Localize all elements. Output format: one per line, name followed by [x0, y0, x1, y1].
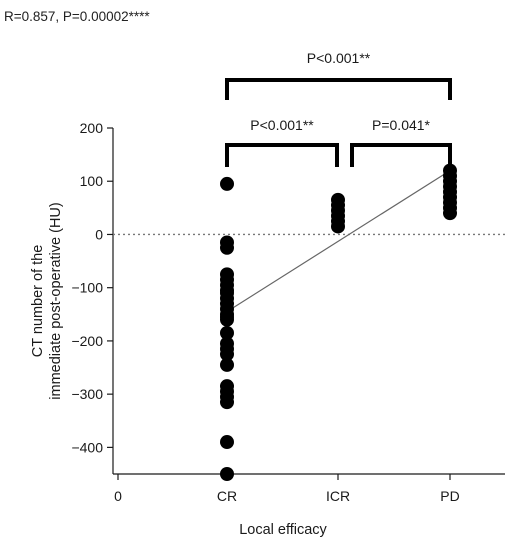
data-point-cr — [220, 435, 234, 450]
regression-line — [226, 170, 451, 313]
y-tick-label: −100 — [71, 280, 103, 296]
correlation-stat-text: R=0.857, P=0.00002**** — [4, 9, 150, 24]
y-tick-label: −200 — [71, 333, 103, 349]
data-point-cr — [220, 395, 234, 410]
y-tick-label: 100 — [80, 173, 104, 189]
x-axis-label: Local efficacy — [239, 522, 327, 538]
y-tick-label: −400 — [71, 439, 103, 455]
x-tick-label: PD — [440, 488, 459, 504]
data-point-cr — [220, 176, 234, 191]
significance-label: P<0.001** — [307, 50, 371, 66]
data-point-cr — [220, 312, 234, 327]
data-point-icr — [331, 219, 345, 234]
significance-label: P<0.001** — [250, 117, 314, 133]
y-axis-label-line-1: CT number of the — [30, 245, 46, 358]
y-tick-label: 0 — [95, 226, 103, 242]
x-tick-label: ICR — [326, 488, 350, 504]
x-ticks: 0 CR ICR PD — [114, 474, 460, 504]
x-tick-label: 0 — [114, 488, 122, 504]
y-axis-label-line-2: immediate post-operative (HU) — [48, 202, 64, 399]
data-point-pd — [443, 206, 457, 221]
significance-brackets: P<0.001** P=0.041* P<0.001** — [225, 50, 452, 167]
significance-bracket — [225, 143, 339, 167]
significance-bracket — [225, 78, 452, 100]
data-point-cr — [220, 357, 234, 372]
data-point-cr — [220, 467, 234, 481]
y-tick-label: −300 — [71, 386, 103, 402]
significance-label: P=0.041* — [372, 117, 431, 133]
y-tick-label: 200 — [80, 120, 104, 136]
data-points — [220, 163, 457, 481]
y-ticks: 200 100 0 −100 −200 −300 −400 — [71, 120, 113, 455]
significance-bracket — [350, 143, 452, 167]
x-tick-label: CR — [217, 488, 237, 504]
data-point-cr — [220, 240, 234, 255]
data-point-cr — [220, 347, 234, 362]
data-point-cr — [220, 325, 234, 340]
